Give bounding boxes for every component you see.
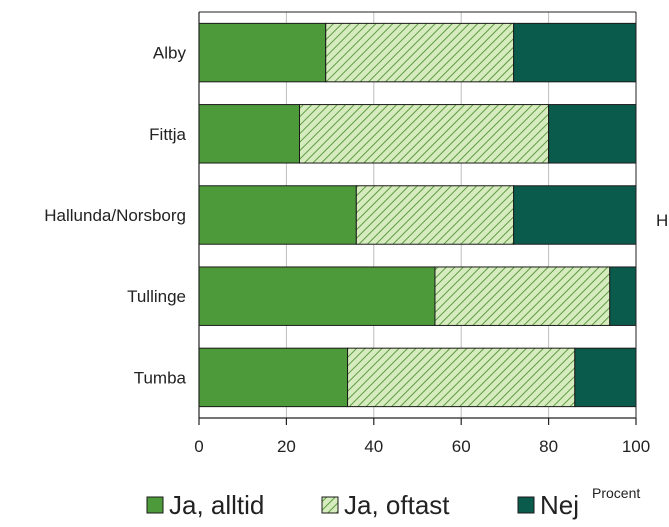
category-label: Tullinge <box>127 287 186 306</box>
x-tick-label: 60 <box>452 437 471 456</box>
category-label: Hallunda/Norsborg <box>44 206 186 225</box>
bar-segment <box>198 104 301 164</box>
bar-segment <box>299 104 550 164</box>
bar-segment <box>574 347 637 408</box>
bar-segment <box>513 185 637 245</box>
x-axis-unit-label: Procent <box>592 485 640 501</box>
bar-segment <box>355 185 515 245</box>
legend-label: Ja, oftast <box>344 490 450 520</box>
x-tick-label: 0 <box>194 437 203 456</box>
bar-segment <box>513 22 637 83</box>
bar-segment <box>434 266 611 326</box>
x-tick-label: 80 <box>539 437 558 456</box>
legend-swatch <box>146 496 164 514</box>
x-tick-label: 40 <box>364 437 383 456</box>
x-tick-label: 100 <box>622 437 650 456</box>
x-axis: 0 20 40 60 80 100 <box>194 11 650 456</box>
bar-segment <box>198 266 436 326</box>
legend-label: Nej <box>540 490 579 520</box>
legend-swatch <box>517 496 535 514</box>
legend-swatch <box>321 496 339 514</box>
bar-segment <box>198 185 357 245</box>
bar-segment <box>548 104 637 164</box>
category-label: Fittja <box>149 125 186 144</box>
legend: Ja, alltid Ja, oftast Nej <box>146 490 579 520</box>
category-label: Tumba <box>134 368 187 387</box>
bar-segment <box>198 347 349 408</box>
category-label: Alby <box>153 44 187 63</box>
bar-segment <box>609 266 637 326</box>
cut-off-label: H <box>656 211 668 230</box>
x-tick-label: 20 <box>277 437 296 456</box>
bar-segment <box>325 22 515 83</box>
legend-label: Ja, alltid <box>169 490 264 520</box>
bar-segment <box>198 22 327 83</box>
bar-segment <box>347 347 576 408</box>
bars <box>198 22 637 408</box>
category-labels: Alby Fittja Hallunda/Norsborg Tullinge Tumba <box>44 44 186 388</box>
